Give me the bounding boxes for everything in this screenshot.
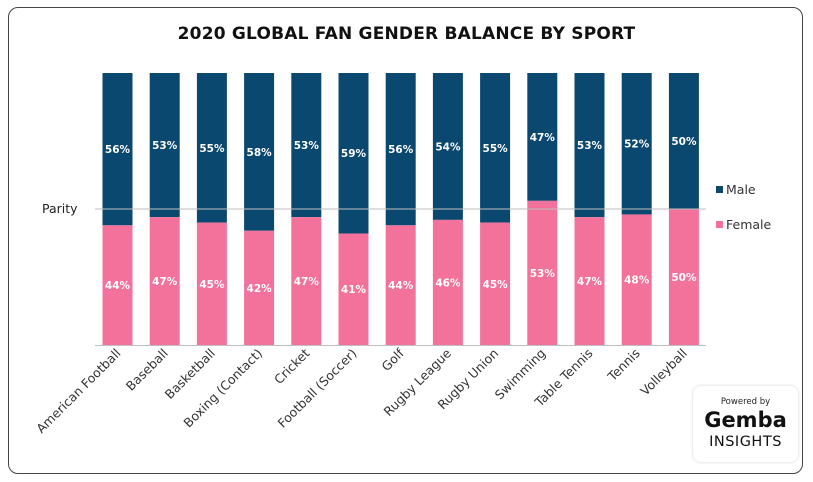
bar-male [149,73,180,218]
data-label-female: 47% [577,276,603,288]
bar-male [480,73,511,223]
data-label-female: 44% [388,280,414,292]
bar-male [244,73,275,231]
data-label-male: 56% [105,144,131,156]
bar-male [432,73,463,220]
category-label: Baseball [123,346,171,394]
data-label-female: 53% [530,268,556,280]
bar-female [291,217,322,345]
category-label: Cricket [271,345,313,387]
bar-female [574,217,605,345]
data-label-female: 47% [152,276,178,288]
category-label: American Football [33,346,123,436]
data-label-female: 47% [294,276,320,288]
category-label: Golf [378,345,407,374]
category-label: Boxing (Contact) [180,346,265,431]
category-label: Volleyball [637,346,690,399]
bar-male [574,73,605,218]
brand-name: Gemba [704,408,787,432]
legend-label-female: Female [726,217,772,232]
bar-male [385,73,416,226]
bar-female [149,217,180,345]
category-label: Tennis [604,346,643,385]
bar-female [621,214,652,345]
legend-swatch-female [716,221,723,228]
parity-label: Parity [42,201,78,216]
gemba-logo: Powered by Gemba INSIGHTS [693,386,798,462]
legend-label-male: Male [726,182,756,197]
data-label-male: 53% [294,140,320,152]
data-label-male: 53% [577,140,603,152]
data-label-female: 42% [247,283,273,295]
bar-female [385,225,416,345]
data-label-female: 45% [483,279,509,291]
data-label-male: 53% [152,140,178,152]
bar-male [668,73,699,209]
bar-male [621,73,652,215]
data-label-female: 50% [671,272,697,284]
bar-female [244,230,275,345]
bar-female [432,219,463,345]
data-label-male: 47% [530,132,556,144]
data-label-male: 55% [483,143,509,155]
data-label-male: 56% [388,144,414,156]
data-label-male: 50% [671,136,697,148]
bar-male [527,73,558,201]
data-label-male: 52% [624,139,650,151]
data-label-female: 46% [435,277,461,289]
data-label-male: 54% [435,141,461,153]
bar-female [527,200,558,345]
data-label-female: 44% [105,280,131,292]
data-label-male: 59% [341,148,367,160]
category-label: Football (Soccer) [275,346,360,431]
bar-female [102,225,133,345]
data-label-male: 55% [199,143,225,155]
bar-female [668,209,699,345]
bar-female [196,222,227,345]
bar-male [291,73,322,218]
data-label-female: 48% [624,275,650,287]
data-label-female: 41% [341,284,367,296]
legend-swatch-male [716,186,723,193]
bar-male [338,73,369,234]
data-label-female: 45% [199,279,225,291]
chart-title: 2020 GLOBAL FAN GENDER BALANCE BY SPORT [177,24,636,44]
powered-by-text: Powered by [720,397,771,407]
bar-male [196,73,227,223]
bar-female [480,222,511,345]
bar-male [102,73,133,226]
brand-subtitle: INSIGHTS [709,434,782,450]
bar-female [338,233,369,345]
data-label-male: 58% [247,147,273,159]
